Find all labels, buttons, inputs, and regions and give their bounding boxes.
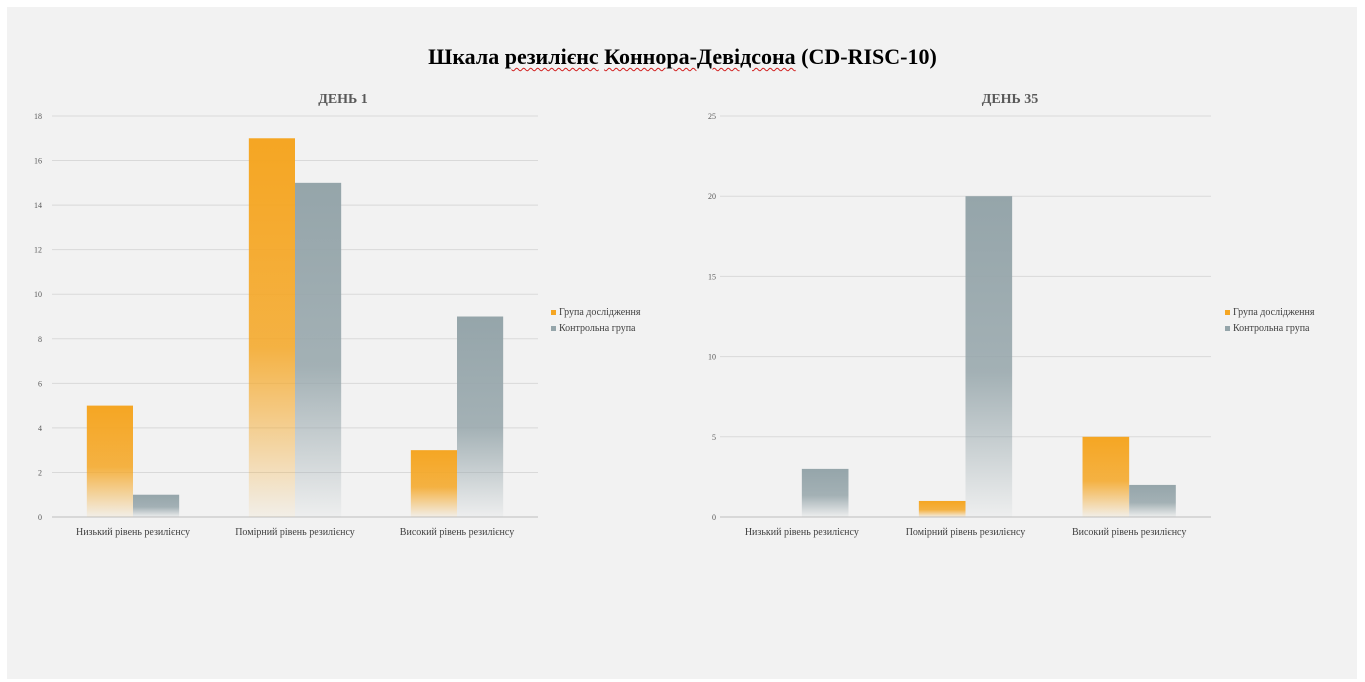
legend-label: Група дослідження (1233, 307, 1315, 318)
x-category-label: Помірний рівень резилієнсу (906, 527, 1026, 538)
y-tick-label: 8 (38, 335, 42, 344)
y-tick-label: 4 (38, 424, 42, 433)
legend-swatch (1225, 326, 1230, 331)
y-tick-label: 14 (34, 201, 42, 210)
y-tick-label: 12 (34, 246, 42, 255)
page-title: Шкала резилієнс Коннора-Девідсона (CD-RI… (0, 44, 1365, 70)
chart-day-1: ДЕНЬ 1 0 2 4 6 8 10 12 14 16 18 Низький рівень рези… (34, 92, 641, 538)
y-tick-label: 6 (38, 379, 42, 388)
y-tick-label: 2 (38, 468, 42, 477)
y-tick-label: 16 (34, 157, 42, 166)
chart-title: ДЕНЬ 1 (318, 92, 368, 107)
bar-control-group (1129, 484, 1176, 517)
bar-control-group (965, 196, 1013, 517)
legend-swatch (1225, 310, 1230, 315)
title-part: Шкала (428, 44, 505, 69)
x-category-label: Низький рівень резилієнсу (76, 527, 190, 538)
title-part: Коннора-Девідсона (604, 44, 796, 69)
y-tick-label: 0 (712, 513, 716, 522)
y-tick-label: 15 (708, 272, 716, 281)
legend-swatch (551, 310, 556, 315)
y-tick-label: 0 (38, 513, 42, 522)
bar-study-group (918, 500, 966, 517)
bar-study-group (248, 138, 295, 517)
title-part: (CD-RISC-10) (795, 44, 937, 69)
bar-control-group (133, 494, 180, 517)
bar-control-group (801, 468, 849, 517)
slide-background (7, 7, 1357, 679)
bar-control-group (457, 316, 504, 517)
x-category-label: Помірний рівень резилієнсу (235, 527, 355, 538)
bar-study-group (410, 450, 457, 517)
x-category-label: Низький рівень резилієнсу (745, 527, 859, 538)
x-category-label: Високий рівень резилієнсу (400, 527, 514, 538)
legend-swatch (551, 326, 556, 331)
bar-study-group (1082, 436, 1130, 517)
chart-title: ДЕНЬ 35 (982, 92, 1039, 107)
y-tick-label: 25 (708, 112, 716, 121)
y-tick-label: 5 (712, 433, 716, 442)
bar-control-group (295, 182, 342, 518)
y-tick-label: 18 (34, 112, 42, 121)
legend-label: Контрольна група (1233, 323, 1310, 334)
x-category-label: Високий рівень резилієнсу (1072, 527, 1186, 538)
legend-label: Група дослідження (559, 307, 641, 318)
y-tick-label: 10 (708, 353, 716, 362)
legend-label: Контрольна група (559, 323, 636, 334)
bar-study-group (86, 405, 133, 517)
y-tick-label: 20 (708, 192, 716, 201)
y-tick-label: 10 (34, 290, 42, 299)
title-part: резилієнс (504, 44, 599, 69)
